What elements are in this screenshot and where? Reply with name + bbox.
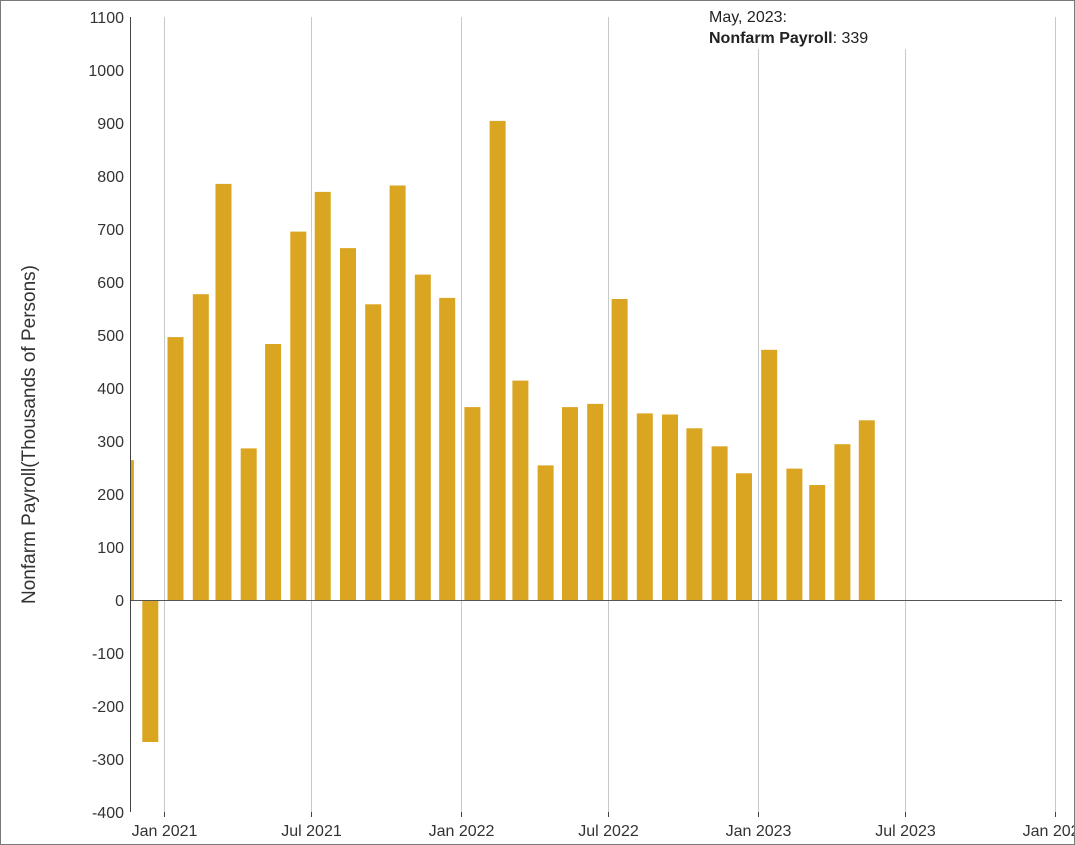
tooltip-row: Nonfarm Payroll: 339 [709,28,868,49]
bar-2021-10[interactable] [389,185,406,601]
bar-2022-05[interactable] [562,407,578,600]
bar-2023-01[interactable] [761,349,778,600]
x-tick-label: Jul 2021 [281,823,342,840]
hover-tooltip: May, 2023: Nonfarm Payroll: 339 [707,7,871,49]
y-tick-label: 100 [97,540,124,557]
bar-2022-06[interactable] [587,403,604,600]
y-tick-label: 300 [97,434,124,451]
y-tick-label: 200 [97,487,124,504]
x-tick-label: Jan 2023 [726,823,792,840]
bar-2022-10[interactable] [686,428,703,600]
y-tick-label: 1100 [90,10,125,27]
bar-2023-03[interactable] [809,485,826,600]
gridlines [164,17,1056,812]
bar-2020-11[interactable] [118,460,134,600]
tooltip-separator: : [832,30,838,47]
x-tick-label: Jul 2023 [875,823,936,840]
y-tick-label: -100 [92,646,124,663]
bar-2022-07[interactable] [611,299,628,600]
bar-2021-01[interactable] [167,337,184,600]
bar-2021-06[interactable] [290,231,307,600]
bars [118,120,875,742]
bar-2021-11[interactable] [414,274,431,600]
bar-2021-04[interactable] [240,448,257,600]
bar-2021-05[interactable] [265,344,282,600]
x-tick-label: Jan 2021 [132,823,198,840]
y-tick-label: 1000 [88,63,124,80]
y-tick-label: 0 [115,593,124,610]
y-tick-label: 800 [97,169,124,186]
y-tick-label: -300 [92,752,124,769]
bar-2021-02[interactable] [192,294,209,600]
bar-2020-12[interactable] [142,600,159,742]
y-tick-label: 400 [97,381,124,398]
bar-2021-12[interactable] [439,297,456,600]
bar-2022-01[interactable] [464,407,481,600]
x-tick-label: Jan 2024 [1023,823,1074,840]
tooltip-series-name: Nonfarm Payroll [709,30,833,47]
tooltip-header: May, 2023: [709,9,787,26]
x-tick-label: Jul 2022 [578,823,639,840]
bar-2022-09[interactable] [662,414,678,601]
bar-2022-04[interactable] [537,465,554,600]
y-tick-label: 900 [97,116,124,133]
bar-2021-08[interactable] [340,248,356,600]
bar-2022-12[interactable] [736,473,752,600]
bar-2022-02[interactable] [489,120,506,601]
bar-2023-04[interactable] [834,444,851,600]
bar-2021-03[interactable] [215,183,232,600]
bar-2022-03[interactable] [512,380,529,600]
y-tick-label: 500 [97,328,124,345]
bar-2021-07[interactable] [314,191,331,600]
axes: Jan 2021 Jul 2021 Jan 2022 Jul 2022 Jan 2023… [88,10,1074,840]
y-axis-title: Nonfarm Payroll(Thousands of Persons) [19,265,40,604]
bar-2022-11[interactable] [711,446,728,600]
bar-2023-05[interactable] [858,420,875,600]
tooltip-value: 339 [841,30,869,47]
x-tick-label: Jan 2022 [429,823,495,840]
bar-2021-09[interactable] [365,304,382,600]
bar-2022-08[interactable] [636,413,653,600]
y-tick-label: 700 [97,222,124,239]
y-tick-label: 600 [97,275,124,292]
y-tick-label: -400 [92,805,124,822]
bar-2023-02[interactable] [786,468,803,600]
y-tick-label: -200 [92,699,124,716]
